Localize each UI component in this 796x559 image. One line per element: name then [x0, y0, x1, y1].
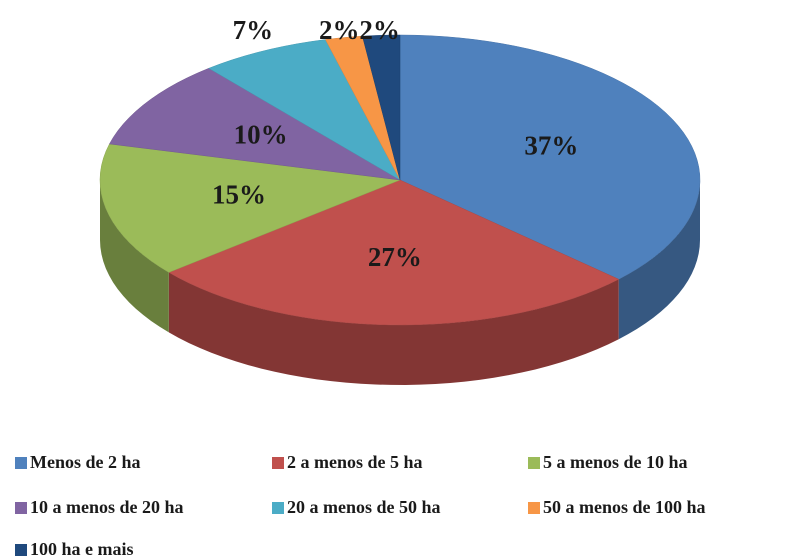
- pie-side: [100, 180, 169, 333]
- legend-label: 100 ha e mais: [30, 539, 134, 559]
- data-label: 27%: [368, 242, 422, 272]
- legend-swatch: [15, 544, 27, 556]
- legend-label: 20 a menos de 50 ha: [287, 497, 441, 517]
- legend-swatch: [272, 457, 284, 469]
- pie-slice: [99, 143, 401, 273]
- pie-slice: [168, 179, 620, 326]
- pie-slice: [362, 34, 401, 181]
- legend-swatch: [272, 502, 284, 514]
- legend-label: Menos de 2 ha: [30, 452, 141, 472]
- data-label: 2%: [359, 15, 400, 45]
- data-label: 7%: [233, 15, 274, 45]
- pie-slice: [109, 67, 401, 181]
- legend-swatch: [528, 502, 540, 514]
- pie-side: [618, 180, 700, 340]
- data-label: 15%: [212, 180, 266, 210]
- legend-label: 50 a menos de 100 ha: [543, 497, 706, 517]
- data-label: 10%: [234, 119, 288, 149]
- legend-label: 10 a menos de 20 ha: [30, 497, 184, 517]
- legend-swatch: [15, 502, 27, 514]
- legend-label: 5 a menos de 10 ha: [543, 452, 688, 472]
- legend-label: 2 a menos de 5 ha: [287, 452, 423, 472]
- data-label: 37%: [524, 131, 578, 161]
- legend-swatch: [528, 457, 540, 469]
- pie-side: [168, 272, 619, 385]
- pie-slice: [399, 34, 701, 280]
- data-label: 2%: [319, 15, 360, 45]
- legend-swatch: [15, 457, 27, 469]
- pie-slice: [208, 39, 401, 181]
